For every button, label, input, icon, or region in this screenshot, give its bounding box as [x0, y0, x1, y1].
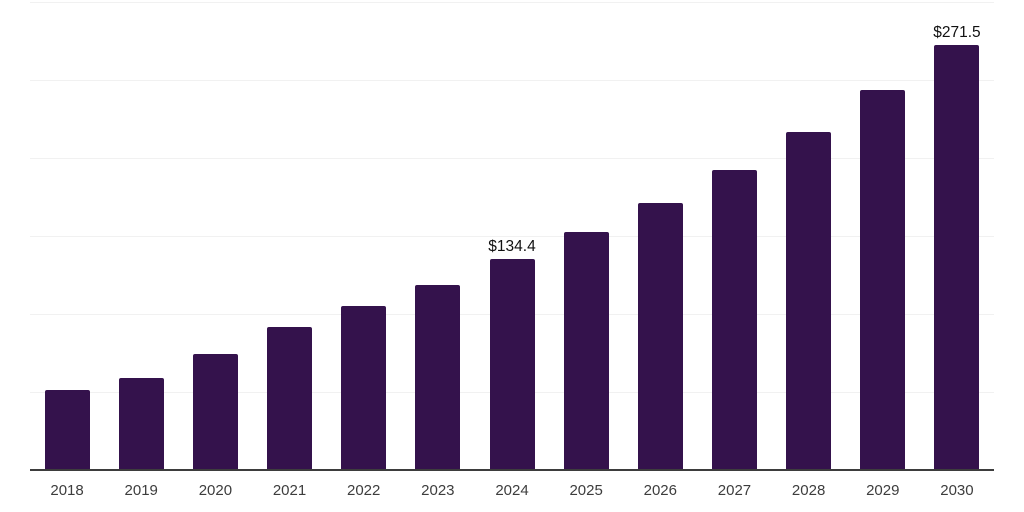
bar-2021	[267, 326, 313, 469]
bar-2024	[489, 259, 535, 469]
bar-2026	[637, 202, 683, 469]
gridline-250	[30, 80, 994, 81]
x-tick-label-2022: 2022	[347, 482, 381, 499]
x-axis: 2018 2019 2020 2021 2022 2023 2024 2025 2026 2027…	[30, 472, 994, 502]
bar-2023	[415, 284, 461, 469]
bar-2029	[860, 90, 906, 469]
plot-area: $134.4 $271.5	[30, 0, 994, 471]
gridline-200	[30, 158, 994, 159]
gridline-150	[30, 236, 994, 237]
bar-2018	[44, 389, 90, 469]
x-tick-label-2023: 2023	[421, 482, 455, 499]
bar-value-label-2030: $271.5	[933, 24, 981, 42]
x-tick-label-2030: 2030	[940, 482, 974, 499]
x-tick-label-2019: 2019	[124, 482, 158, 499]
bar-value-label-2024: $134.4	[488, 238, 536, 256]
x-tick-label-2020: 2020	[198, 482, 233, 499]
bar-2028	[786, 132, 832, 469]
x-tick-label-2025: 2025	[569, 482, 603, 499]
x-tick-label-2024: 2024	[495, 482, 529, 499]
x-tick-label-2026: 2026	[643, 482, 677, 499]
x-axis-line	[30, 469, 994, 471]
bar-2020	[192, 354, 238, 469]
bar-2025	[563, 232, 609, 469]
x-tick-label-2018: 2018	[50, 482, 84, 499]
gridline-300	[30, 2, 994, 3]
bar-2027	[711, 169, 757, 469]
bar-2019	[118, 378, 164, 469]
x-tick-label-2027: 2027	[717, 482, 752, 499]
x-tick-label-2021: 2021	[272, 482, 307, 499]
bar-2022	[341, 306, 387, 469]
x-tick-label-2028: 2028	[791, 482, 826, 499]
bar-2030	[934, 45, 980, 469]
x-tick-label-2029: 2029	[866, 482, 900, 499]
